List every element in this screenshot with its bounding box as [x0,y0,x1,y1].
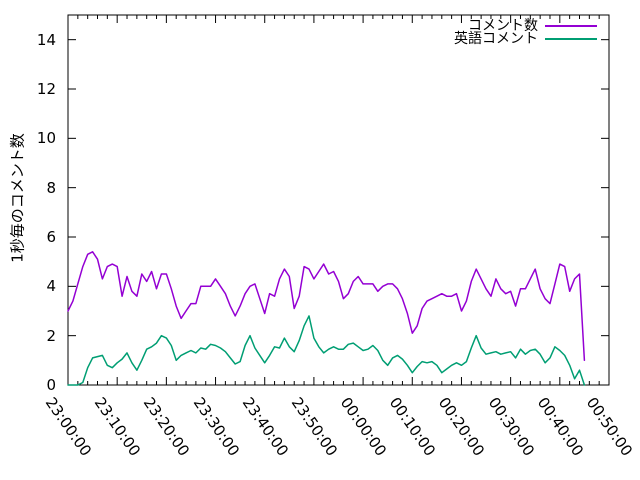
legend-entry-english-comments: 英語コメント [454,32,597,46]
legend-label-comments: コメント数 [468,18,538,34]
y-tick-label: 2 [46,326,56,345]
plot-border [67,14,610,386]
series-line-comments [67,251,586,362]
y-tick-label: 0 [46,376,56,394]
legend-entry-comments: コメント数 [468,19,597,33]
y-tick-label: 4 [46,277,56,296]
legend-line-sample-english-comments [545,38,597,40]
legend-label-english-comments: 英語コメント [454,31,538,47]
y-tick-label: 8 [46,178,56,197]
legend-line-sample-comments [545,25,597,27]
y-tick-label: 14 [36,30,56,49]
y-tick-label: 12 [36,80,56,98]
y-tick-label: 10 [36,129,56,148]
y-tick-label: 6 [46,228,56,246]
series-line-english-comments [67,315,586,386]
